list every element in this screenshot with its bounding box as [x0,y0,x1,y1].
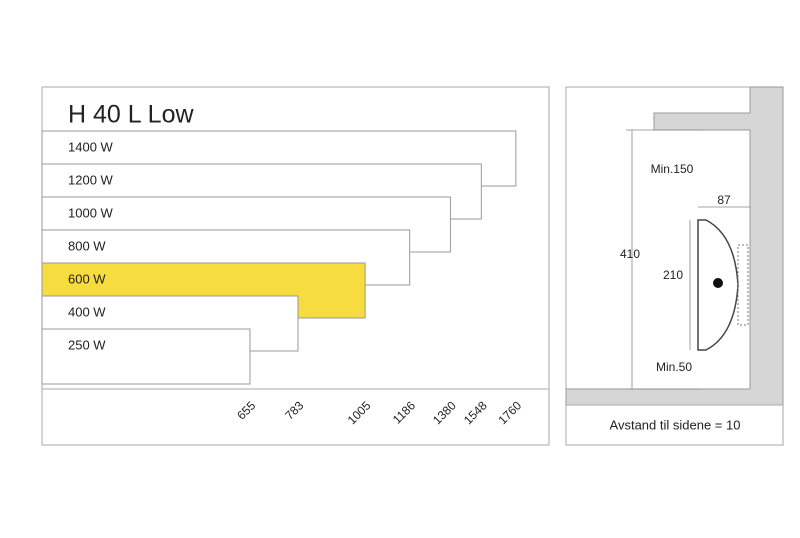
height: 410 [620,247,640,261]
bar-label: 800 W [68,238,106,253]
bar-label: 600 W [68,271,106,286]
bar-label: 1000 W [68,205,114,220]
heater [697,219,749,351]
bars: 1400 W 1200 W 1000 W 800 W 600 W 400 W 250 W [41,130,517,385]
bar-label: 400 W [68,304,106,319]
title: H 40 L Low [68,101,194,129]
bar-label: 1200 W [68,172,114,187]
top-clearance: Min.150 [651,162,694,176]
dimension-lines [626,129,750,390]
bar [41,328,251,385]
depth: 87 [717,193,731,207]
mount-panel [565,86,784,446]
bar-label: 250 W [68,337,106,352]
note: Avstand til sidene = 10 [610,417,741,432]
bottom-clearance: Min.50 [656,360,692,374]
bracket-height: 210 [663,268,683,282]
bar-label: 1400 W [68,139,114,154]
